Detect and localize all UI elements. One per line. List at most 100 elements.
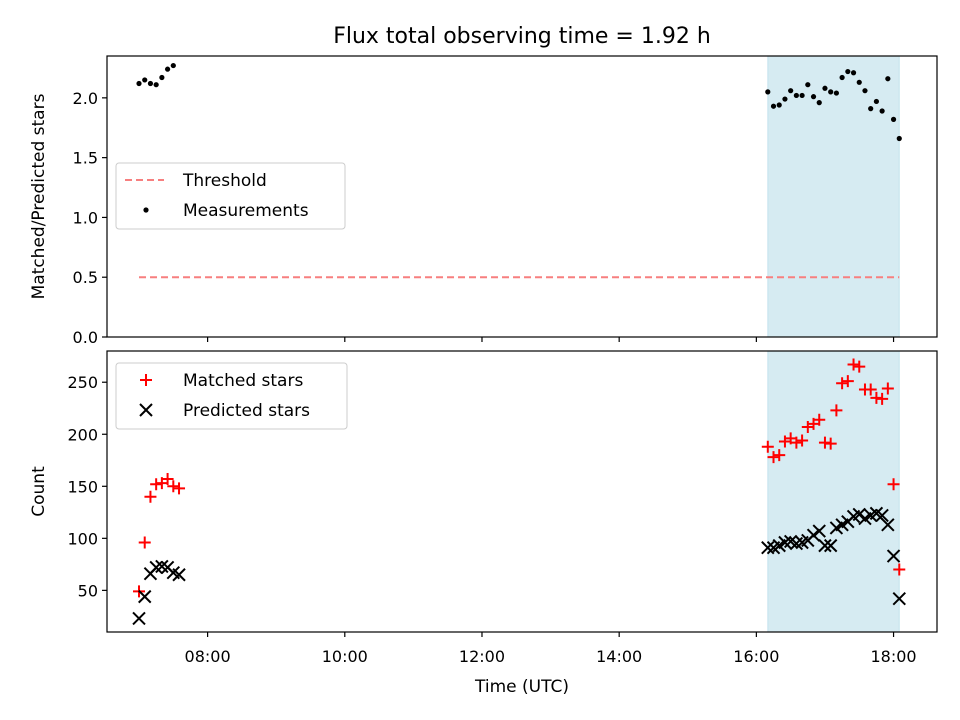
x-tick-label: 18:00 [871,647,917,666]
legend-predicted-stars-label: Predicted stars [183,401,310,421]
x-tick-label: 16:00 [733,647,779,666]
bottom-x-ticks: 08:00 10:00 12:00 14:00 16:00 18:00 [185,632,917,666]
measurements-point [810,94,817,100]
matched-stars-point [761,440,774,453]
measurements-point [885,76,891,82]
x-tick-label: 12:00 [459,647,505,666]
predicted-stars-point [818,538,832,553]
top-y-ticks: 0.0 0.5 1.0 1.5 2.0 [73,89,107,347]
legend-box [115,162,346,230]
bottom-y-ticks: 50 100 150 200 250 [67,373,107,600]
measurements-point [782,96,788,102]
measurements-point [799,92,805,99]
measurements-point [770,103,777,109]
predicted-stars-point [892,591,906,606]
measurements-point [805,82,811,88]
measurements-point [153,82,159,88]
x-tick-label: 14:00 [596,647,642,666]
measurements-point [147,80,154,87]
matched-stars-point [767,451,780,464]
y-tick-label: 50 [78,581,98,600]
legend-matched-stars-label: Matched stars [183,371,303,391]
y-tick-label: 1.5 [73,149,98,168]
matched-stars-point [173,482,186,495]
matched-stars-point [841,375,854,388]
measurements-point [868,106,874,112]
predicted-stars-point [138,589,152,604]
matched-stars-point [150,478,163,491]
bottom-y-axis-label: Count [29,466,49,517]
legend-matched-stars-swatch [140,374,152,386]
legend-measurements-swatch [143,207,149,213]
matched-stars-point [773,449,786,462]
bottom-axes-frame [106,350,938,633]
measurements-point [765,89,771,95]
measurements-point [862,88,868,94]
matched-stars-point [796,434,809,447]
predicted-stars-point [761,540,775,555]
measurements-point [793,92,799,99]
measurements-point [816,100,822,106]
matched-stars-point [853,360,866,373]
measurements-point [776,102,782,108]
matched-stars-point [790,436,803,449]
predicted-stars-point [812,524,826,538]
matched-stars-point [847,358,860,371]
predicted-stars-point [823,538,838,553]
bottom-legend: Matched stars Predicted stars [115,362,348,430]
measurements-point [170,62,176,69]
y-tick-label: 2.0 [73,89,98,108]
legend-threshold-label: Threshold [182,171,267,191]
measurements-point [142,77,148,83]
matched-stars-point [864,383,877,396]
matched-stars-point [824,437,837,450]
y-tick-label: 100 [67,529,98,548]
top-axes: 0.00.51.01.52.0 Matched/Predicted stars … [29,55,938,347]
predicted-stars-point [852,507,866,522]
predicted-stars-point [886,549,901,563]
measurements-point [822,85,828,91]
top-axes-frame [106,55,938,338]
bottom-axes: 50 100 150 200 250 08:00 10:00 12:00 14:00 16:00… [29,350,938,697]
matched-stars-point [138,536,151,549]
y-tick-label: 1.0 [73,208,98,227]
predicted-stars-point [172,568,186,582]
measurements-point [136,80,142,87]
y-tick-label: 200 [67,425,98,444]
matched-stars-point [167,480,180,493]
matched-stars-point [830,404,843,417]
legend-measurements-label: Measurements [183,201,309,221]
matched-stars-point [887,478,900,491]
highlight-span [767,55,900,338]
measurements-point [845,68,851,75]
highlight-span [767,350,900,633]
measurements-point [850,70,857,76]
matched-stars-point [876,392,889,405]
measurements-point [159,74,165,81]
legend-predicted-stars-swatch [139,403,153,417]
matched-stars-point [813,413,826,426]
predicted-stars-point [806,528,821,542]
matched-stars-point [893,563,906,576]
y-tick-label: 0.5 [73,268,98,287]
predicted-stars-point [875,508,889,523]
y-tick-label: 0.0 [73,328,98,347]
measurements-point [890,116,897,122]
top-y-axis-label: Matched/Predicted stars [29,93,49,299]
top-x-ticks [207,337,895,342]
predicted-stars-point [132,611,146,626]
x-tick-label: 08:00 [185,647,231,666]
measurements-point [839,74,845,81]
top-legend: Threshold Measurements [115,162,346,230]
matched-stars-point [836,377,849,390]
measurements-point [828,89,834,95]
x-axis-label: Time (UTC) [474,677,569,697]
measurements-point [833,90,839,96]
matched-stars-point [818,436,831,449]
measurements-point [873,98,880,105]
legend-box [115,362,348,430]
measurements-point [896,135,902,142]
measurements-point [164,66,171,72]
chart-title: Flux total observing time = 1.92 h [333,24,711,49]
